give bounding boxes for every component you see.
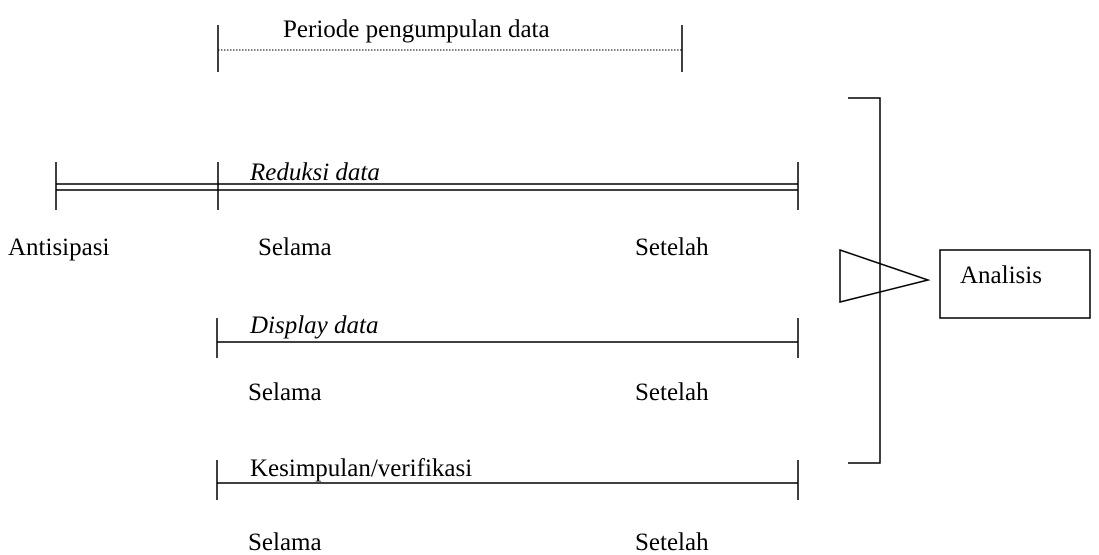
- bracket: [848, 97, 881, 464]
- during-label: Selama: [258, 234, 332, 261]
- after-label: Setelah: [635, 379, 709, 406]
- component-label: Reduksi data: [249, 159, 380, 186]
- result-box: [939, 249, 1091, 319]
- component-label: Kesimpulan/verifikasi: [250, 455, 472, 482]
- after-label: Setelah: [635, 234, 709, 261]
- during-label: Selama: [248, 379, 322, 406]
- after-label: Setelah: [635, 529, 709, 555]
- period-label: Periode pengumpulan data: [283, 16, 550, 43]
- arrow: [839, 248, 931, 303]
- result-label: Analisis: [960, 262, 1042, 289]
- component-label: Display data: [249, 312, 378, 339]
- anticipation-label: Antisipasi: [8, 234, 109, 261]
- during-label: Selama: [248, 529, 322, 555]
